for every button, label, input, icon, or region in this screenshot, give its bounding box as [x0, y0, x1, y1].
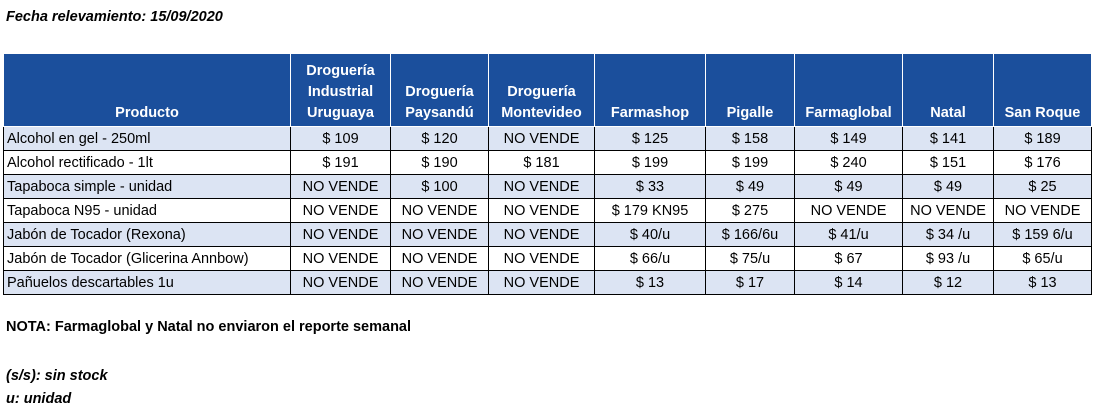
- product-name-cell: Jabón de Tocador (Glicerina Annbow): [3, 246, 291, 271]
- price-cell: $ 66/u: [594, 246, 706, 271]
- price-cell: $ 179 KN95: [594, 198, 706, 223]
- header-san-roque: San Roque: [993, 53, 1092, 127]
- price-cell: NO VENDE: [993, 198, 1092, 223]
- price-cell: $ 75/u: [705, 246, 795, 271]
- price-cell: NO VENDE: [290, 222, 391, 247]
- price-cell: $ 176: [993, 150, 1092, 175]
- price-table: Producto Droguería Industrial Uruguaya D…: [3, 53, 1092, 295]
- price-cell: NO VENDE: [290, 198, 391, 223]
- price-cell: $ 151: [902, 150, 994, 175]
- price-cell: NO VENDE: [902, 198, 994, 223]
- price-cell: $ 199: [705, 150, 795, 175]
- price-cell: NO VENDE: [390, 246, 489, 271]
- price-cell: $ 17: [705, 270, 795, 295]
- product-name-cell: Jabón de Tocador (Rexona): [3, 222, 291, 247]
- price-cell: $ 40/u: [594, 222, 706, 247]
- header-drogueria-industrial-uruguaya: Droguería Industrial Uruguaya: [290, 53, 391, 127]
- price-cell: $ 100: [390, 174, 489, 199]
- price-cell: $ 13: [993, 270, 1092, 295]
- table-row: Jabón de Tocador (Glicerina Annbow) NO VE…: [3, 246, 1092, 271]
- price-cell: $ 159 6/u: [993, 222, 1092, 247]
- price-cell: $ 33: [594, 174, 706, 199]
- header-producto: Producto: [3, 53, 291, 127]
- header-row: Producto Droguería Industrial Uruguaya D…: [3, 53, 1092, 127]
- price-cell: NO VENDE: [390, 270, 489, 295]
- price-cell: $ 13: [594, 270, 706, 295]
- price-cell: $ 141: [902, 126, 994, 151]
- price-cell: NO VENDE: [390, 198, 489, 223]
- table-body: Alcohol en gel - 250ml $ 109 $ 120 NO VENDE…: [3, 126, 1092, 295]
- price-cell: NO VENDE: [488, 270, 595, 295]
- table-row: Alcohol rectificado - 1lt $ 191 $ 190 $ 181…: [3, 150, 1092, 175]
- price-cell: $ 149: [794, 126, 903, 151]
- legend-unidad: u: unidad: [6, 391, 72, 407]
- price-cell: $ 67: [794, 246, 903, 271]
- price-cell: NO VENDE: [390, 222, 489, 247]
- price-cell: NO VENDE: [488, 174, 595, 199]
- price-cell: NO VENDE: [290, 270, 391, 295]
- legend-sin-stock: (s/s): sin stock: [6, 368, 108, 384]
- price-cell: NO VENDE: [290, 174, 391, 199]
- price-cell: NO VENDE: [488, 246, 595, 271]
- survey-date: Fecha relevamiento: 15/09/2020: [6, 9, 223, 25]
- price-cell: NO VENDE: [488, 222, 595, 247]
- price-cell: $ 120: [390, 126, 489, 151]
- header-drogueria-montevideo: Droguería Montevideo: [488, 53, 595, 127]
- price-cell: $ 49: [902, 174, 994, 199]
- price-cell: $ 109: [290, 126, 391, 151]
- price-cell: $ 240: [794, 150, 903, 175]
- price-cell: $ 190: [390, 150, 489, 175]
- price-cell: $ 275: [705, 198, 795, 223]
- table-row: Jabón de Tocador (Rexona) NO VENDE NO VEND…: [3, 222, 1092, 247]
- price-cell: NO VENDE: [488, 198, 595, 223]
- price-cell: $ 14: [794, 270, 903, 295]
- price-cell: $ 49: [705, 174, 795, 199]
- price-cell: $ 65/u: [993, 246, 1092, 271]
- header-pigalle: Pigalle: [705, 53, 795, 127]
- price-cell: $ 49: [794, 174, 903, 199]
- product-name-cell: Alcohol en gel - 250ml: [3, 126, 291, 151]
- table-row: Pañuelos descartables 1u NO VENDE NO VENDE…: [3, 270, 1092, 295]
- header-farmashop: Farmashop: [594, 53, 706, 127]
- header-natal: Natal: [902, 53, 994, 127]
- header-drogueria-paysandu: Droguería Paysandú: [390, 53, 489, 127]
- price-cell: $ 25: [993, 174, 1092, 199]
- table-row: Tapaboca N95 - unidad NO VENDE NO VENDE NO …: [3, 198, 1092, 223]
- price-cell: NO VENDE: [290, 246, 391, 271]
- price-cell: $ 191: [290, 150, 391, 175]
- price-cell: NO VENDE: [794, 198, 903, 223]
- note: NOTA: Farmaglobal y Natal no enviaron el…: [6, 319, 412, 335]
- price-cell: $ 166/6u: [705, 222, 795, 247]
- price-cell: $ 41/u: [794, 222, 903, 247]
- price-cell: $ 189: [993, 126, 1092, 151]
- product-name-cell: Alcohol rectificado - 1lt: [3, 150, 291, 175]
- price-cell: $ 12: [902, 270, 994, 295]
- header-farmaglobal: Farmaglobal: [794, 53, 903, 127]
- product-name-cell: Pañuelos descartables 1u: [3, 270, 291, 295]
- price-cell: $ 181: [488, 150, 595, 175]
- product-name-cell: Tapaboca N95 - unidad: [3, 198, 291, 223]
- price-cell: $ 158: [705, 126, 795, 151]
- product-name-cell: Tapaboca simple - unidad: [3, 174, 291, 199]
- price-cell: NO VENDE: [488, 126, 595, 151]
- price-cell: $ 125: [594, 126, 706, 151]
- table-row: Tapaboca simple - unidad NO VENDE $ 100 NO …: [3, 174, 1092, 199]
- price-cell: $ 93 /u: [902, 246, 994, 271]
- price-cell: $ 34 /u: [902, 222, 994, 247]
- price-cell: $ 199: [594, 150, 706, 175]
- table-row: Alcohol en gel - 250ml $ 109 $ 120 NO VENDE…: [3, 126, 1092, 151]
